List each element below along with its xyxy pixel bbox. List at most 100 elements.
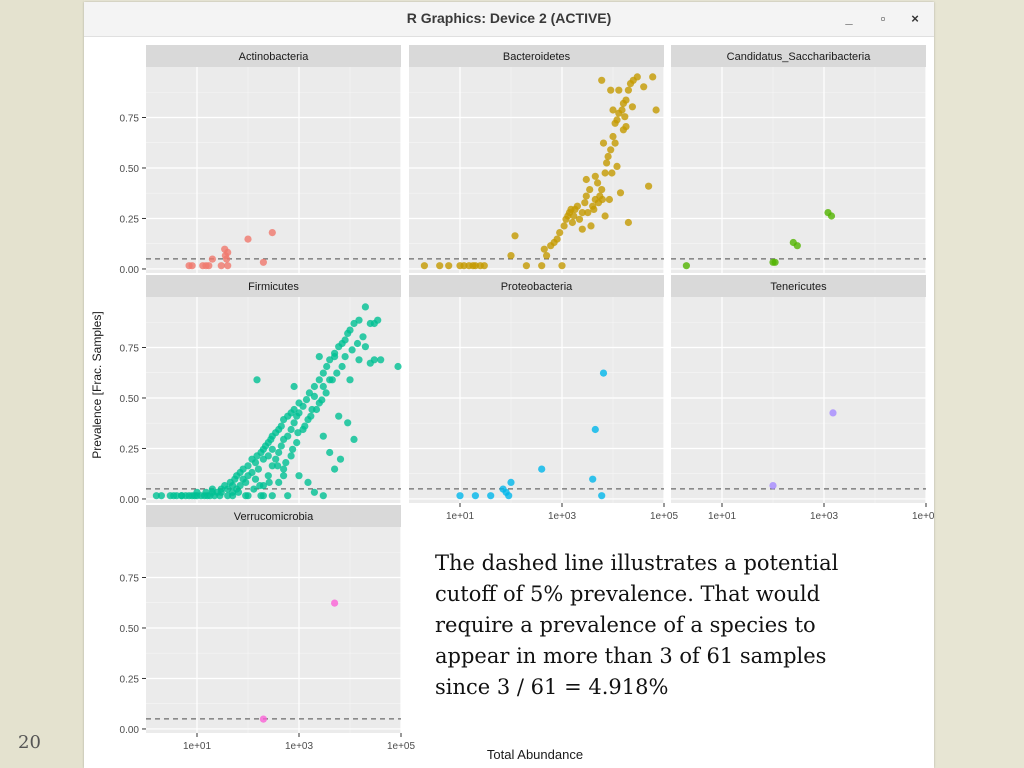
data-point-verrucomicrobia (331, 599, 339, 607)
data-point-firmicutes (333, 369, 341, 377)
facet-panel-proteobacteria (409, 297, 664, 503)
data-point-proteobacteria (599, 369, 608, 377)
data-point-bacteroidetes (568, 218, 576, 227)
facet-panel-tenericutes (671, 297, 926, 503)
data-point-bacteroidetes (578, 225, 586, 233)
facet-panel-verrucomicrobia (146, 527, 401, 733)
data-point-actinobacteria (259, 258, 267, 266)
data-point-firmicutes (394, 362, 402, 371)
data-point-bacteroidetes (573, 202, 581, 210)
facet-strip-candidatus_saccharibacteria (671, 45, 926, 67)
data-point-firmicutes (264, 452, 272, 460)
data-point-firmicutes (353, 339, 362, 348)
x-tick-label: 1e+01 (708, 511, 737, 522)
data-point-firmicutes (315, 353, 323, 361)
minimize-button[interactable]: _ (845, 11, 853, 26)
data-point-proteobacteria (487, 492, 495, 500)
data-point-firmicutes (250, 485, 258, 493)
facet-scatter-plot: Actinobacteria 0.00 0.25 0.50 0.75 Bacteroide… (90, 45, 934, 762)
data-point-firmicutes (323, 362, 331, 371)
data-point-firmicutes (310, 488, 318, 496)
data-point-bacteroidetes (608, 169, 616, 177)
data-point-firmicutes (253, 376, 261, 384)
data-point-actinobacteria (208, 255, 216, 263)
data-point-firmicutes (366, 359, 374, 367)
y-tick-label: 0.00 (120, 265, 140, 276)
maximize-button[interactable]: ▫ (880, 11, 886, 26)
x-tick-label: 1e+01 (446, 511, 475, 522)
data-point-firmicutes (289, 445, 297, 453)
facet-strip-verrucomicrobia (146, 505, 401, 527)
data-point-firmicutes (268, 492, 276, 500)
data-point-bacteroidetes (607, 86, 615, 94)
x-tick-label: 1e+03 (548, 511, 577, 522)
data-point-firmicutes (268, 445, 276, 453)
facet-panel-actinobacteria (146, 67, 401, 273)
facet-label-verrucomicrobia: Verrucomicrobia (234, 511, 314, 523)
data-point-firmicutes (346, 376, 354, 384)
data-point-firmicutes (287, 425, 295, 434)
data-point-firmicutes (322, 389, 330, 397)
data-point-firmicutes (284, 432, 292, 440)
data-point-bacteroidetes (605, 195, 614, 204)
data-point-bacteroidetes (599, 139, 608, 147)
data-point-firmicutes (374, 316, 382, 324)
facet-label-proteobacteria: Proteobacteria (501, 281, 573, 293)
data-point-bacteroidetes (598, 195, 607, 204)
data-point-firmicutes (348, 346, 356, 354)
data-point-firmicutes (319, 369, 327, 377)
data-point-firmicutes (244, 462, 252, 470)
data-point-bacteroidetes (584, 209, 592, 217)
data-point-bacteroidetes (619, 126, 628, 134)
data-point-bacteroidetes (649, 73, 657, 81)
data-point-firmicutes (318, 396, 326, 404)
data-point-firmicutes (251, 475, 260, 483)
data-point-actinobacteria (244, 235, 252, 243)
data-point-bacteroidetes (621, 113, 629, 121)
data-point-actinobacteria (217, 262, 225, 270)
data-point-firmicutes (355, 316, 363, 324)
data-point-actinobacteria (268, 229, 276, 237)
data-point-actinobacteria (205, 262, 213, 270)
data-point-firmicutes (312, 405, 321, 414)
data-point-bacteroidetes (578, 209, 586, 217)
facet-strip-firmicutes (146, 275, 401, 297)
x-tick-label: 1e+05 (387, 741, 416, 752)
data-point-firmicutes (377, 356, 385, 364)
data-point-firmicutes (302, 396, 311, 404)
data-point-bacteroidetes (538, 262, 546, 270)
facet-label-tenericutes: Tenericutes (770, 281, 827, 293)
facet-label-candidatus_saccharibacteria: Candidatus_Saccharibacteria (727, 51, 872, 63)
data-point-bacteroidetes (570, 212, 578, 220)
data-point-firmicutes (293, 439, 301, 447)
data-point-firmicutes (242, 478, 250, 486)
y-tick-label: 0.25 (120, 674, 140, 685)
data-point-bacteroidetes (582, 175, 590, 184)
y-tick-label: 0.75 (120, 573, 140, 584)
data-point-proteobacteria (507, 478, 515, 486)
data-point-firmicutes (274, 462, 282, 470)
data-point-bacteroidetes (558, 262, 566, 270)
data-point-bacteroidetes (604, 152, 612, 161)
data-point-firmicutes (307, 412, 315, 420)
data-point-firmicutes (229, 492, 237, 500)
data-point-firmicutes (305, 389, 313, 397)
data-point-bacteroidetes (613, 116, 621, 124)
data-point-firmicutes (236, 482, 244, 490)
close-button[interactable]: × (911, 11, 919, 26)
data-point-proteobacteria (589, 475, 597, 483)
data-point-bacteroidetes (587, 222, 595, 230)
data-point-bacteroidetes (507, 252, 515, 260)
data-point-firmicutes (319, 382, 327, 391)
data-point-bacteroidetes (613, 162, 621, 170)
data-point-firmicutes (295, 472, 303, 480)
x-tick-label: 1e+03 (810, 511, 839, 522)
window-titlebar[interactable]: R Graphics: Device 2 (ACTIVE) _ ▫ × (84, 2, 934, 37)
data-point-bacteroidetes (645, 182, 653, 190)
slide-margin-left (0, 0, 84, 768)
data-point-firmicutes (157, 492, 165, 500)
data-point-firmicutes (294, 429, 302, 437)
data-point-bacteroidetes (652, 106, 660, 114)
data-point-proteobacteria (591, 425, 599, 434)
data-point-firmicutes (301, 422, 309, 430)
